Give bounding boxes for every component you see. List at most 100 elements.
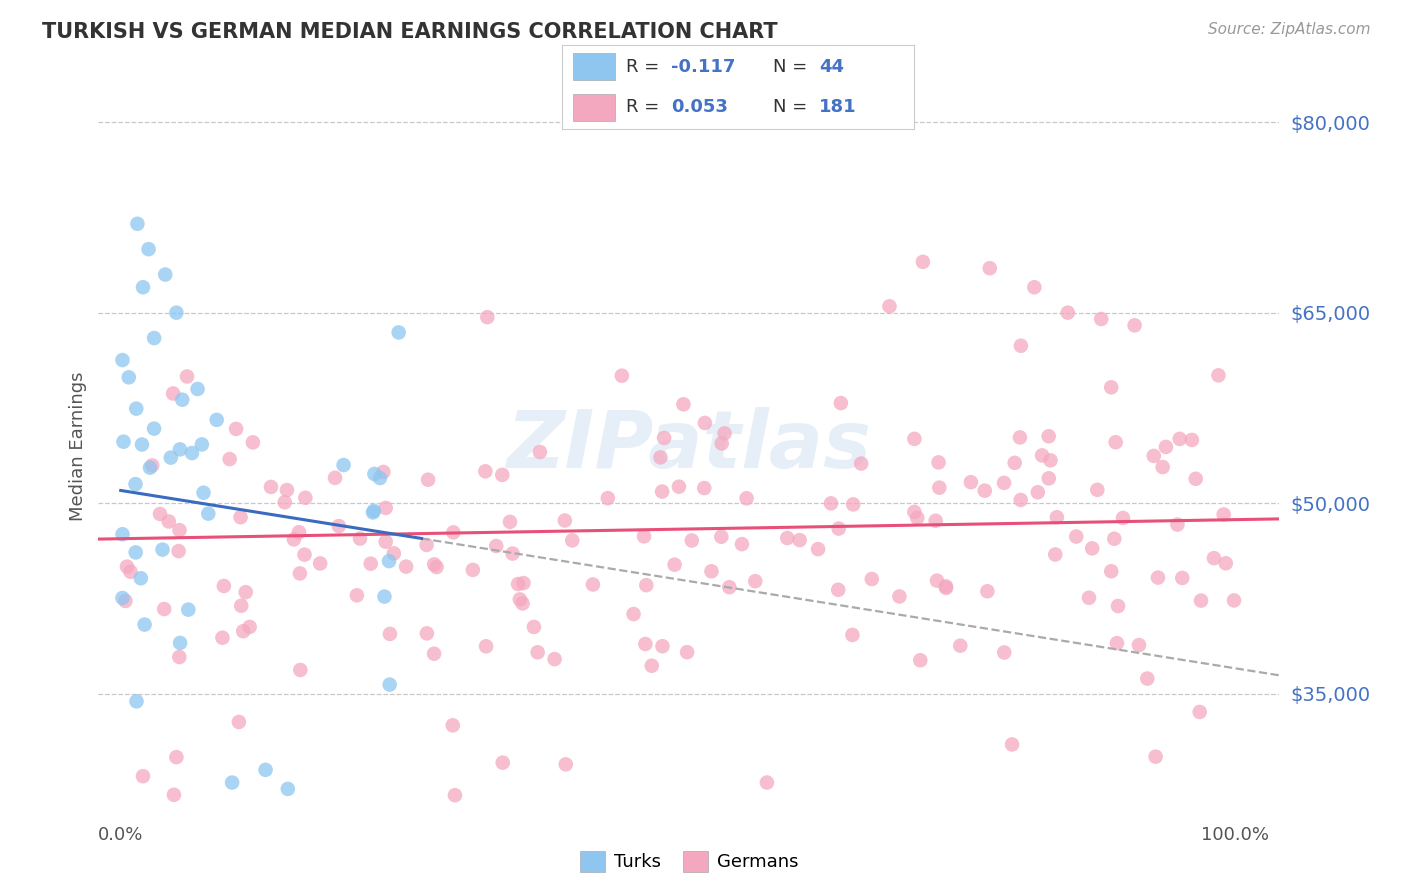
Point: [127, 217, 149, 231]
Point: [125, 545, 148, 559]
Point: [820, 496, 842, 510]
Point: [1202, 551, 1225, 566]
Point: [165, 750, 187, 764]
Point: [111, 527, 134, 541]
Point: [1147, 570, 1170, 584]
Point: [274, 495, 297, 509]
Point: [363, 467, 385, 481]
Text: R =: R =: [626, 98, 665, 116]
Point: [388, 326, 411, 340]
Point: [441, 718, 464, 732]
Point: [1056, 306, 1078, 320]
Point: [693, 416, 716, 430]
Point: [509, 592, 531, 607]
Point: [368, 471, 391, 485]
Point: [652, 431, 675, 445]
Point: [1099, 564, 1122, 578]
Point: [1181, 433, 1204, 447]
Point: [949, 639, 972, 653]
Point: [993, 645, 1015, 659]
Point: [1136, 672, 1159, 686]
Point: [378, 677, 401, 691]
Point: [925, 574, 948, 588]
Point: [582, 577, 605, 591]
Point: [1081, 541, 1104, 556]
Point: [641, 658, 664, 673]
Text: N =: N =: [773, 98, 813, 116]
Point: [231, 599, 253, 613]
Point: [1188, 705, 1211, 719]
Point: [1064, 529, 1087, 543]
Point: [1010, 339, 1032, 353]
Point: [1215, 556, 1237, 570]
Point: [163, 788, 186, 802]
Point: [169, 636, 191, 650]
Point: [841, 628, 863, 642]
Point: [152, 542, 174, 557]
Point: [349, 532, 371, 546]
Point: [664, 558, 686, 572]
Point: [1212, 508, 1234, 522]
Point: [373, 465, 395, 479]
Point: [129, 571, 152, 585]
Point: [374, 534, 396, 549]
Point: [225, 422, 247, 436]
FancyBboxPatch shape: [574, 94, 616, 120]
Point: [596, 491, 619, 505]
Point: [197, 507, 219, 521]
Point: [842, 497, 865, 511]
Point: [212, 579, 235, 593]
Point: [309, 557, 332, 571]
Point: [1010, 493, 1032, 508]
Text: 44: 44: [818, 58, 844, 76]
Point: [672, 397, 695, 411]
FancyBboxPatch shape: [574, 54, 616, 80]
Point: [860, 572, 883, 586]
Point: [283, 533, 305, 547]
Point: [903, 432, 925, 446]
Point: [477, 310, 499, 325]
Point: [187, 382, 209, 396]
Point: [423, 558, 446, 572]
Point: [111, 591, 134, 605]
Point: [1001, 738, 1024, 752]
Point: [1208, 368, 1230, 383]
Point: [634, 637, 657, 651]
Text: TURKISH VS GERMAN MEDIAN EARNINGS CORRELATION CHART: TURKISH VS GERMAN MEDIAN EARNINGS CORREL…: [42, 22, 778, 42]
Point: [165, 306, 187, 320]
Point: [288, 525, 311, 540]
Point: [935, 581, 957, 595]
Point: [373, 590, 395, 604]
Point: [1143, 449, 1166, 463]
Point: [125, 694, 148, 708]
Point: [323, 471, 346, 485]
Point: [1104, 532, 1126, 546]
Point: [149, 507, 172, 521]
Point: [676, 645, 699, 659]
Point: [111, 353, 134, 368]
Point: [205, 413, 228, 427]
Point: [118, 370, 141, 384]
Point: [1166, 517, 1188, 532]
Point: [491, 467, 513, 482]
Point: [827, 582, 849, 597]
Point: [363, 504, 385, 518]
Point: [162, 386, 184, 401]
Point: [485, 539, 508, 553]
Point: [361, 505, 384, 519]
Point: [332, 458, 354, 472]
Point: [235, 585, 257, 599]
Point: [905, 511, 928, 525]
Point: [512, 596, 534, 610]
Point: [155, 268, 177, 282]
Point: [1024, 280, 1046, 294]
Point: [492, 756, 515, 770]
Point: [167, 544, 190, 558]
Point: [112, 434, 135, 449]
Point: [502, 547, 524, 561]
Point: [889, 590, 911, 604]
Point: [693, 481, 716, 495]
Point: [1107, 599, 1129, 613]
Point: [529, 445, 551, 459]
Point: [1128, 638, 1150, 652]
